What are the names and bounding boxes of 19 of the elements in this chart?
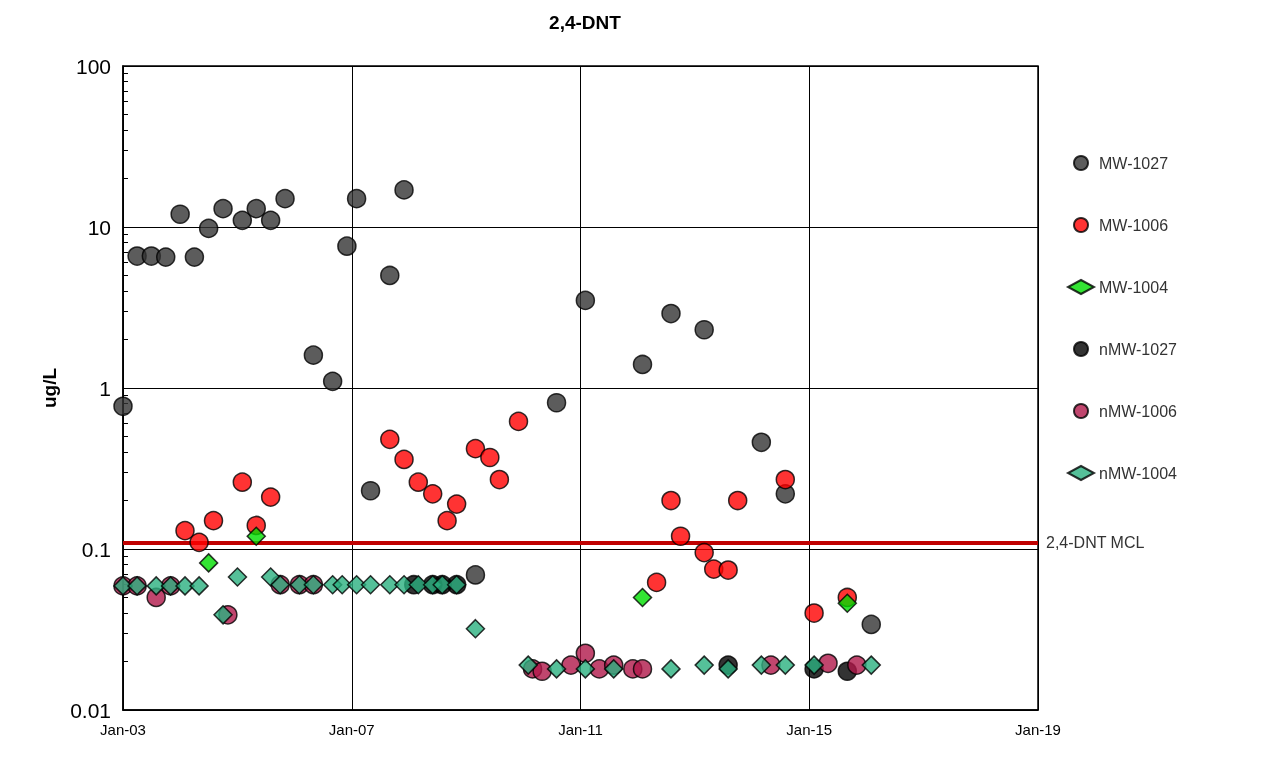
y-axis-title: ug/L (39, 367, 61, 409)
legend-label: MW-1006 (1099, 216, 1169, 234)
x-tick-label: Jan-19 (1015, 721, 1061, 738)
legend-label: MW-1004 (1099, 278, 1169, 296)
y-tick-label: 1 (99, 376, 111, 400)
y-tick-label: 100 (75, 54, 111, 78)
legend-label: MW-1027 (1099, 154, 1169, 172)
ref-line-label: 2,4-DNT MCL (1046, 533, 1145, 551)
chart-title: 2,4-DNT (549, 12, 622, 33)
x-tick-label: Jan-03 (100, 721, 146, 738)
legend-label: nMW-1004 (1099, 464, 1178, 482)
legend-label: nMW-1027 (1099, 340, 1178, 358)
x-tick-label: Jan-11 (558, 721, 603, 738)
legend-label: nMW-1006 (1099, 402, 1178, 420)
y-tick-label: 10 (87, 215, 111, 239)
y-tick-label: 0.01 (70, 698, 111, 722)
x-tick-label: Jan-15 (786, 721, 833, 738)
y-tick-label: 0.1 (81, 537, 111, 561)
x-tick-label: Jan-07 (328, 721, 375, 738)
